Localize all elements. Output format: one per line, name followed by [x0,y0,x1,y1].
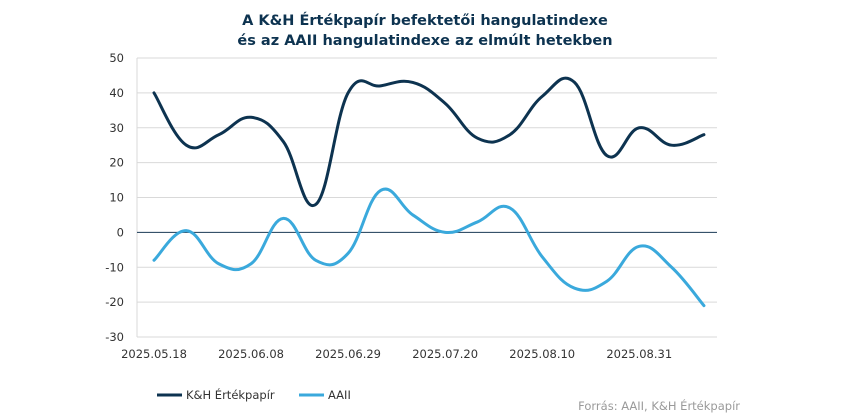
gridlines [136,57,717,338]
y-tick-label: -10 [105,260,124,274]
source-note: Forrás: AAII, K&H Értékpapír [578,398,740,413]
y-axis-ticks: -30 -20 -10 0 10 20 30 40 50 [105,51,124,344]
x-tick-label: 2025.05.18 [121,347,187,361]
legend-label-kh: K&H Értékpapír [186,387,275,402]
x-axis-ticks: 2025.05.18 2025.06.08 2025.06.29 2025.07.20… [121,347,672,361]
series-lines [152,76,706,308]
x-tick-label: 2025.07.20 [412,347,478,361]
y-tick-label: 0 [117,225,124,239]
legend-label-aaii: AAII [328,388,351,402]
y-tick-label: -20 [105,295,124,309]
x-tick-label: 2025.08.31 [606,347,672,361]
x-tick-label: 2025.06.29 [315,347,381,361]
series-line-kh [152,76,706,208]
y-tick-label: 30 [109,121,124,135]
y-tick-label: 10 [109,191,124,205]
y-tick-label: 40 [109,86,124,100]
chart-title-line-1: A K&H Értékpapír befektetői hangulatinde… [242,12,608,29]
y-tick-label: 20 [109,156,124,170]
legend: K&H Értékpapír AAII [157,387,351,402]
y-tick-label: -30 [105,330,124,344]
y-tick-label: 50 [109,51,124,65]
x-tick-label: 2025.06.08 [218,347,284,361]
x-tick-label: 2025.08.10 [509,347,575,361]
series-line-aaii [152,187,706,308]
chart-title-line-2: és az AAII hangulatindexe az elmúlt hete… [237,33,612,49]
